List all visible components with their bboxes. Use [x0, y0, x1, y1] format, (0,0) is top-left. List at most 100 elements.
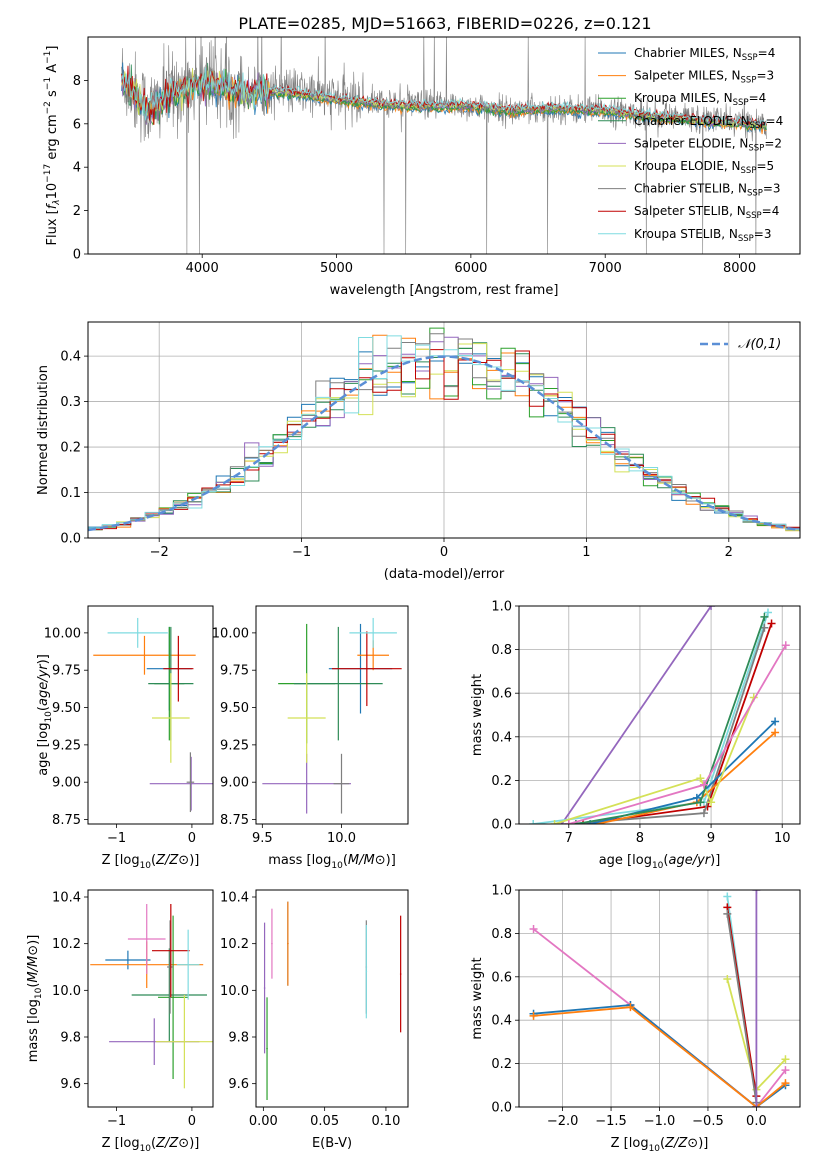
axes-frame [518, 605, 801, 825]
x-tick-label: 0 [440, 545, 448, 560]
legend-suffix: =3 [763, 182, 781, 196]
data-point [399, 973, 402, 975]
plus-marker [723, 909, 732, 918]
x-tick-label: 9.5 [252, 831, 273, 846]
x-tick-label: −0.5 [692, 1114, 724, 1129]
legend-sub: SSP [738, 234, 754, 244]
legend-entry: Chabrier ELODIE, NSSP=4 [634, 114, 783, 131]
x-tick-label: 7000 [589, 261, 622, 276]
y-tick-label: 0.6 [491, 687, 512, 702]
data-point [340, 782, 343, 785]
legend-entry: Chabrier STELIB, NSSP=3 [634, 182, 781, 199]
plus-marker [707, 606, 716, 610]
x-tick-label: 1 [582, 545, 590, 560]
label-sup: −2 [43, 101, 53, 114]
data-point [305, 782, 308, 785]
axes-frame [518, 889, 801, 1108]
data-point [177, 667, 180, 670]
label-sub: λ [52, 199, 62, 205]
panel-age_vs_mass: 9.5 10.0 8.75 9.00 9.25 9.50 9.75 10.00 mass [lo… [212, 605, 409, 871]
y-tick-label: 9.00 [52, 776, 81, 791]
plus-marker [767, 619, 776, 628]
plus-marker [723, 974, 732, 983]
y-tick-label: 9.6 [228, 1077, 249, 1092]
legend-sub: SSP [747, 189, 763, 199]
plot-area-age_vs_mass [262, 617, 402, 814]
label-part: Z [log [102, 1136, 140, 1151]
legend-sub: SSP [746, 211, 762, 221]
label-part: M/M⊙ [26, 945, 41, 983]
y-tick-label: 4 [73, 161, 81, 176]
x-tick-label: −2.0 [547, 1114, 579, 1129]
data-point [366, 667, 368, 670]
axes-frame [255, 605, 409, 825]
label-part: Z [log [102, 853, 140, 868]
data-point [143, 654, 146, 657]
plot-area-mass_vs_Z [90, 904, 213, 1089]
y-tick-label: 10.00 [44, 626, 81, 641]
label-sub: 10 [652, 861, 664, 871]
axis-label: Z [log10(Z/Z⊙)] [102, 1136, 200, 1154]
y-tick-label: 2 [73, 204, 81, 219]
data-point [127, 959, 129, 961]
legend-suffix: =3 [756, 69, 774, 83]
label-part: A [45, 64, 60, 77]
y-tick-label: 0.0 [491, 818, 512, 833]
mass-weight-line [726, 907, 758, 1097]
data-point [365, 970, 368, 973]
label-sub: 10 [140, 861, 152, 871]
data-point [153, 1040, 156, 1043]
label-part: 10 [45, 183, 60, 200]
label-sup: −1 [43, 51, 53, 64]
data-point [372, 632, 374, 634]
y-tick-label: 10.0 [52, 984, 81, 999]
axis-label: age [log10(age/yr)] [599, 853, 721, 871]
label-part: mass [log [268, 853, 331, 868]
plus-marker [760, 623, 769, 632]
normal-curve [88, 355, 800, 532]
label-sup: −1 [43, 77, 53, 90]
mass-weight-line [568, 644, 787, 824]
legend-suffix: =4 [758, 46, 776, 60]
y-tick-label: 0.6 [491, 970, 512, 985]
plus-marker [781, 1079, 790, 1088]
plus-marker [699, 780, 708, 789]
y-tick-label: 9.25 [52, 738, 81, 753]
y-tick-label: 8.75 [220, 813, 249, 828]
data-point [183, 1040, 186, 1043]
plus-marker [763, 608, 772, 617]
label-part: )] [698, 1136, 708, 1151]
label-part: ( [36, 706, 51, 711]
label-part: age/yr [36, 663, 51, 706]
y-tick-label: 9.6 [60, 1077, 81, 1092]
legend-entry: 𝒩(0,1) [738, 337, 781, 352]
y-tick-label: 10.4 [52, 891, 81, 906]
plus-marker [699, 809, 708, 818]
label-part: s [45, 90, 60, 101]
y-tick-label: 0.3 [60, 395, 81, 410]
legend-sub: SSP [742, 53, 758, 63]
model-spectrum-salpeter-stelib [121, 65, 767, 129]
plus-marker [626, 1003, 635, 1012]
label-sub: 10 [140, 1144, 152, 1154]
residual-hist-salpeter-stelib [88, 349, 800, 530]
legend-suffix: =5 [756, 159, 774, 173]
x-tick-label: 0 [188, 831, 196, 846]
legend-suffix: =4 [766, 114, 784, 128]
legend-sub: SSP [748, 143, 764, 153]
plot-area-mass_vs_EBV [263, 901, 402, 1100]
y-tick-label: 0.4 [491, 730, 512, 745]
label-part: )] [189, 853, 199, 868]
label-part: age [log [36, 723, 51, 776]
plot-area-massweight_vs_age [529, 606, 790, 824]
label-part: age [log [599, 853, 652, 868]
label-part: Z/Z⊙ [155, 853, 189, 868]
y-tick-label: 0.4 [60, 350, 81, 365]
plus-marker [781, 1055, 790, 1064]
legend-label: Chabrier MILES, N [634, 46, 742, 60]
data-point [189, 781, 192, 783]
legend-sub: SSP [741, 166, 757, 176]
x-tick-label: −1 [107, 1114, 126, 1129]
y-tick-label: 9.75 [220, 664, 249, 679]
